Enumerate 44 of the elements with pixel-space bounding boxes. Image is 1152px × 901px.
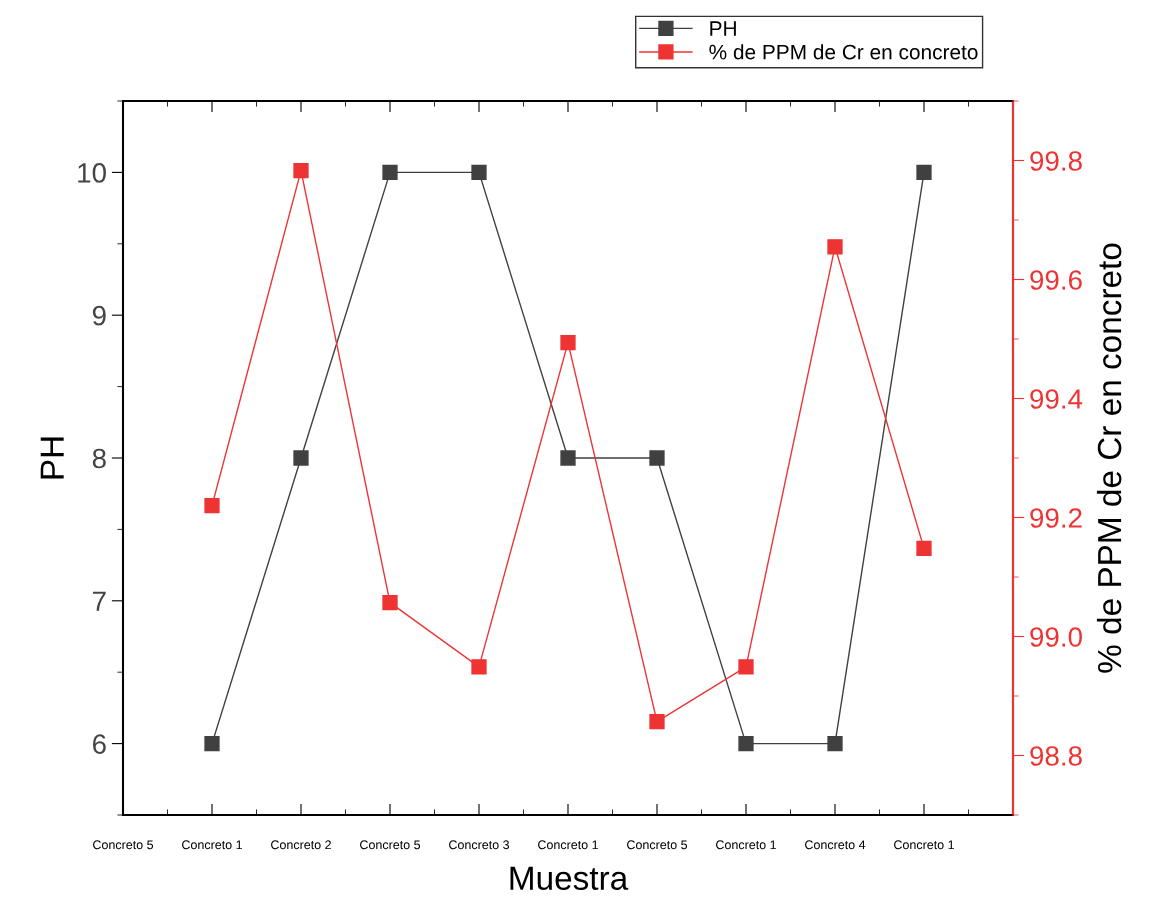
x-tick-label: Concreto 5 (360, 840, 421, 850)
point (916, 164, 932, 181)
x-tick-label: Concreto 5 (627, 840, 688, 850)
y2-tick-label: 99.6 (1030, 270, 1082, 290)
y2-tick-label: 99.4 (1030, 389, 1083, 409)
point (560, 450, 576, 466)
point (827, 239, 843, 255)
y-tick-label: 7 (93, 591, 106, 611)
legend-label: PH (710, 21, 736, 36)
y-tick-label: 6 (92, 734, 106, 754)
y2-axis-title: % de PPM de Cr en concreto (1096, 243, 1122, 673)
point (738, 659, 754, 675)
point (204, 497, 220, 514)
x-tick-label: Concreto 2 (271, 840, 331, 850)
x-tick-label: Concreto 3 (449, 840, 510, 850)
point (560, 334, 576, 351)
y-tick-label: 9 (92, 305, 106, 326)
x-tick-label: Concreto 5 (93, 840, 154, 850)
x-tick-label: Concreto 4 (805, 840, 866, 850)
point (916, 540, 932, 557)
point (382, 164, 398, 181)
point (649, 450, 665, 466)
x-tick-label: Concreto 1 (894, 840, 954, 850)
point (471, 164, 487, 181)
point (382, 594, 398, 611)
legend-label: % de PPM de Cr en concreto (709, 44, 978, 60)
point (471, 659, 487, 675)
x-axis-title: Muestra (510, 866, 629, 891)
x-tick-label: Concreto 1 (182, 840, 242, 850)
point (738, 735, 754, 752)
point (649, 713, 665, 730)
point (827, 735, 843, 752)
y-tick-label: 8 (92, 448, 106, 469)
x-tick-label: Concreto 1 (538, 840, 598, 850)
y2-tick-label: 98.8 (1030, 746, 1082, 766)
point (293, 162, 309, 179)
y-tick-label: 10 (78, 163, 106, 183)
point (293, 450, 309, 466)
y2-tick-label: 99.2 (1030, 508, 1082, 528)
point (204, 735, 220, 752)
x-tick-label: Concreto 1 (716, 840, 776, 850)
y2-tick-label: 99.0 (1030, 627, 1082, 647)
y-axis-title: PH (40, 437, 64, 479)
y2-tick-label: 99.8 (1030, 151, 1082, 171)
